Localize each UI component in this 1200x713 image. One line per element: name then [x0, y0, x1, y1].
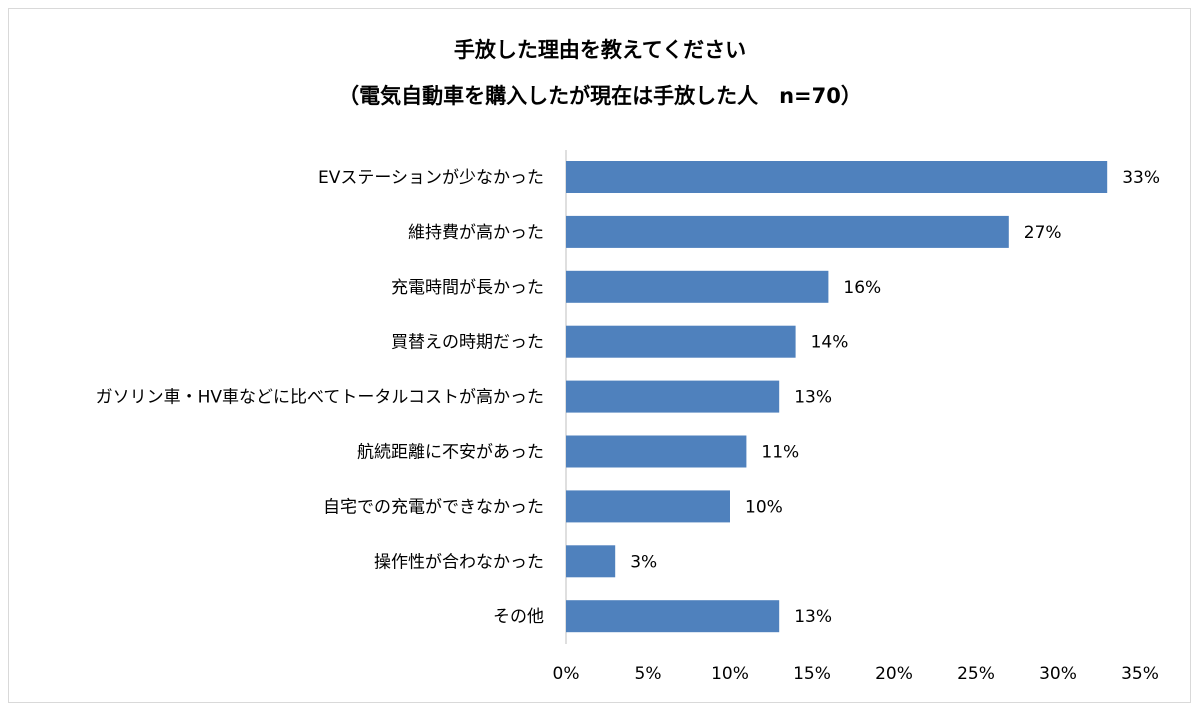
value-label: 13%: [794, 388, 832, 408]
value-label: 14%: [811, 333, 849, 353]
x-tick-label: 0%: [553, 664, 580, 684]
value-label: 10%: [745, 497, 783, 517]
value-label: 33%: [1122, 168, 1160, 188]
chart-title: 手放した理由を教えてください: [453, 38, 747, 62]
category-label: EVステーションが少なかった: [318, 168, 544, 188]
bar: [566, 325, 796, 358]
x-tick-label: 5%: [635, 664, 662, 684]
bar: [566, 600, 780, 633]
bar: [566, 161, 1108, 193]
bar: [566, 215, 1009, 248]
bar: [566, 270, 829, 303]
category-label: 買替えの時期だった: [391, 333, 544, 353]
category-label: 航続距離に不安があった: [357, 443, 544, 463]
category-label: 充電時間が長かった: [391, 278, 544, 298]
category-label: その他: [493, 607, 544, 627]
x-tick-label: 25%: [957, 664, 995, 684]
value-label: 3%: [630, 552, 657, 572]
bar: [566, 545, 616, 578]
category-label: 操作性が合わなかった: [374, 552, 544, 572]
bar: [566, 490, 730, 523]
value-label: 16%: [843, 278, 881, 298]
bar: [566, 435, 747, 468]
category-label: 維持費が高かった: [408, 223, 544, 243]
value-label: 13%: [794, 607, 832, 627]
x-tick-label: 15%: [793, 664, 831, 684]
x-tick-label: 30%: [1039, 664, 1077, 684]
category-label: 自宅での充電ができなかった: [323, 497, 544, 517]
x-tick-label: 35%: [1121, 664, 1159, 684]
bar: [566, 380, 780, 413]
x-tick-label: 10%: [711, 664, 749, 684]
category-label: ガソリン車・HV車などに比べてトータルコストが高かった: [96, 388, 544, 408]
value-label: 11%: [761, 443, 799, 463]
x-tick-label: 20%: [875, 664, 913, 684]
chart-subtitle: （電気自動車を購入したが現在は手放した人 n=70）: [338, 84, 862, 108]
value-label: 27%: [1024, 223, 1062, 243]
